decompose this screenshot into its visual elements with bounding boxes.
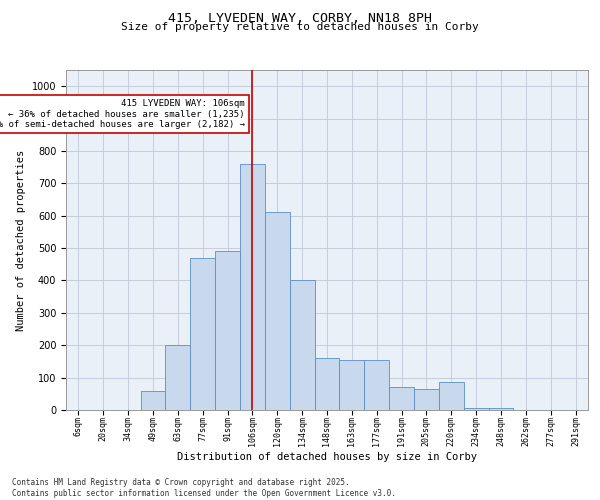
Bar bbox=[464, 408, 488, 410]
Text: 415, LYVEDEN WAY, CORBY, NN18 8PH: 415, LYVEDEN WAY, CORBY, NN18 8PH bbox=[168, 12, 432, 26]
Bar bbox=[364, 360, 389, 410]
Bar bbox=[488, 408, 514, 410]
Bar bbox=[389, 388, 414, 410]
Bar bbox=[290, 280, 314, 410]
X-axis label: Distribution of detached houses by size in Corby: Distribution of detached houses by size … bbox=[177, 452, 477, 462]
Bar bbox=[439, 382, 464, 410]
Bar bbox=[414, 389, 439, 410]
Bar bbox=[314, 358, 340, 410]
Bar bbox=[166, 345, 190, 410]
Bar bbox=[215, 252, 240, 410]
Text: 415 LYVEDEN WAY: 106sqm
← 36% of detached houses are smaller (1,235)
63% of semi: 415 LYVEDEN WAY: 106sqm ← 36% of detache… bbox=[0, 99, 245, 129]
Bar bbox=[265, 212, 290, 410]
Bar bbox=[340, 360, 364, 410]
Y-axis label: Number of detached properties: Number of detached properties bbox=[16, 150, 26, 330]
Bar bbox=[190, 258, 215, 410]
Bar bbox=[140, 390, 166, 410]
Text: Size of property relative to detached houses in Corby: Size of property relative to detached ho… bbox=[121, 22, 479, 32]
Bar bbox=[240, 164, 265, 410]
Text: Contains HM Land Registry data © Crown copyright and database right 2025.
Contai: Contains HM Land Registry data © Crown c… bbox=[12, 478, 396, 498]
